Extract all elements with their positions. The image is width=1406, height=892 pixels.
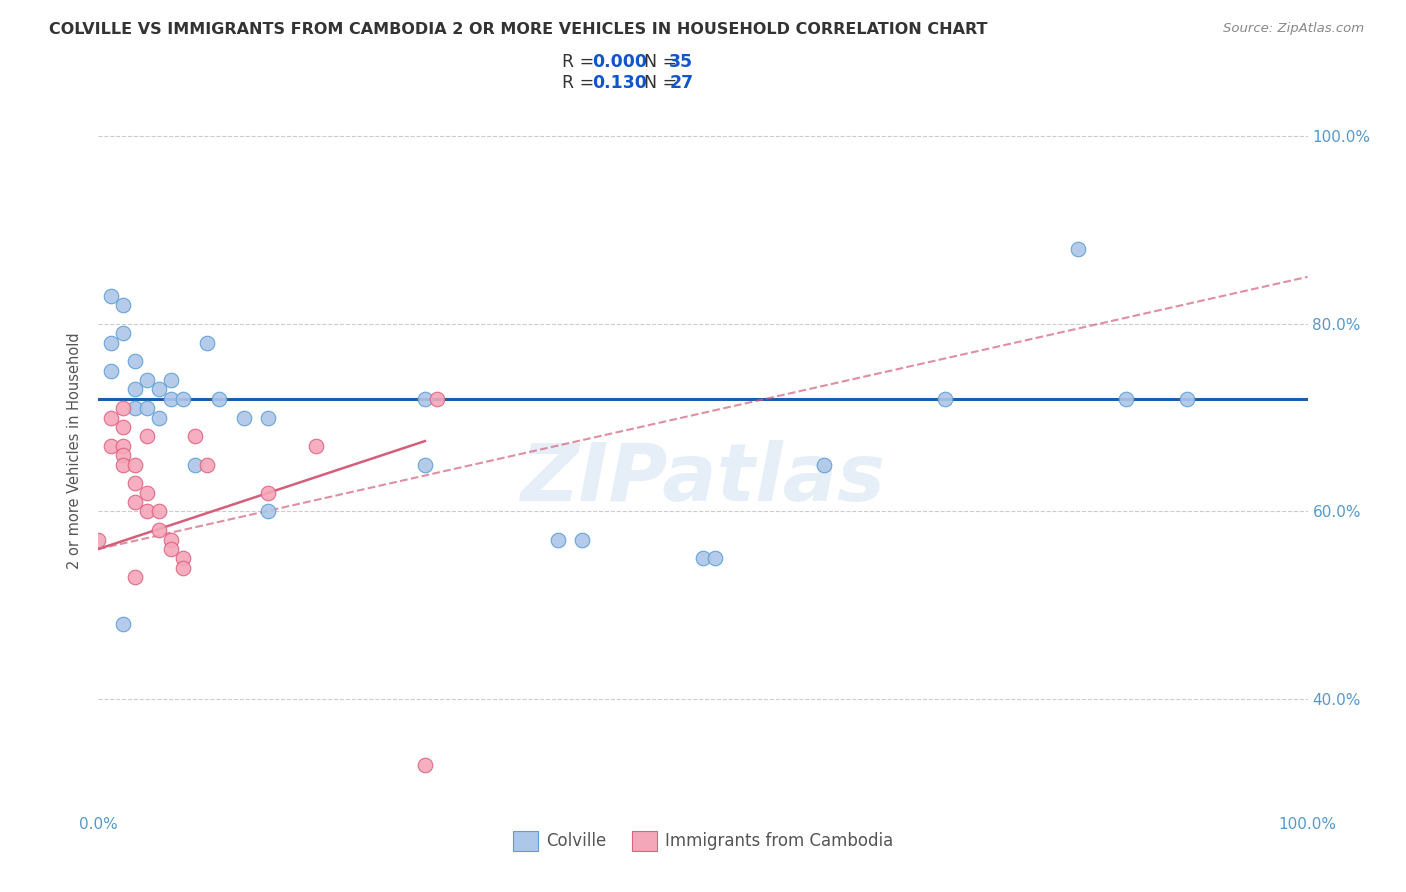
Point bbox=[148, 410, 170, 425]
Point bbox=[160, 533, 183, 547]
Text: N =: N = bbox=[644, 74, 683, 92]
Point bbox=[111, 458, 134, 472]
Point bbox=[172, 392, 194, 406]
Point bbox=[571, 533, 593, 547]
Point bbox=[111, 401, 134, 416]
Legend: Colville, Immigrants from Cambodia: Colville, Immigrants from Cambodia bbox=[506, 824, 900, 857]
Point bbox=[124, 401, 146, 416]
Point bbox=[1067, 242, 1090, 256]
Text: R =: R = bbox=[562, 54, 600, 71]
Point bbox=[111, 326, 134, 341]
Point bbox=[111, 617, 134, 632]
Point bbox=[1115, 392, 1137, 406]
Point bbox=[100, 288, 122, 302]
Text: 0.130: 0.130 bbox=[592, 74, 647, 92]
Text: 27: 27 bbox=[669, 74, 693, 92]
Point bbox=[413, 392, 436, 406]
Point bbox=[934, 392, 956, 406]
Point bbox=[256, 504, 278, 518]
Point bbox=[124, 383, 146, 397]
Text: Source: ZipAtlas.com: Source: ZipAtlas.com bbox=[1223, 22, 1364, 36]
Point bbox=[160, 373, 183, 387]
Point bbox=[124, 495, 146, 509]
Point bbox=[124, 354, 146, 368]
Point bbox=[813, 458, 835, 472]
Point bbox=[135, 373, 157, 387]
Point bbox=[256, 410, 278, 425]
Point bbox=[413, 458, 436, 472]
Point bbox=[135, 504, 157, 518]
Point bbox=[111, 448, 134, 462]
Point bbox=[704, 551, 727, 566]
Point bbox=[160, 392, 183, 406]
Point bbox=[111, 439, 134, 453]
Point bbox=[87, 533, 110, 547]
Text: 35: 35 bbox=[669, 54, 693, 71]
Text: ZIPatlas: ZIPatlas bbox=[520, 441, 886, 518]
Point bbox=[208, 392, 231, 406]
Point bbox=[413, 757, 436, 772]
Point bbox=[305, 439, 328, 453]
Point bbox=[195, 335, 218, 350]
Point bbox=[195, 458, 218, 472]
Point bbox=[124, 570, 146, 584]
Point bbox=[426, 392, 449, 406]
Point bbox=[692, 551, 714, 566]
Point bbox=[100, 364, 122, 378]
Text: COLVILLE VS IMMIGRANTS FROM CAMBODIA 2 OR MORE VEHICLES IN HOUSEHOLD CORRELATION: COLVILLE VS IMMIGRANTS FROM CAMBODIA 2 O… bbox=[49, 22, 987, 37]
Point bbox=[172, 560, 194, 574]
Point bbox=[160, 541, 183, 556]
Point bbox=[111, 298, 134, 312]
Point bbox=[184, 458, 207, 472]
Point bbox=[148, 383, 170, 397]
Text: R =: R = bbox=[562, 74, 606, 92]
Point bbox=[111, 420, 134, 434]
Point bbox=[135, 429, 157, 443]
Point bbox=[100, 439, 122, 453]
Point bbox=[232, 410, 254, 425]
Point bbox=[100, 410, 122, 425]
Point bbox=[184, 429, 207, 443]
Point bbox=[148, 504, 170, 518]
Text: 0.000: 0.000 bbox=[592, 54, 647, 71]
Point bbox=[135, 485, 157, 500]
Point bbox=[100, 335, 122, 350]
Point bbox=[1175, 392, 1198, 406]
Point bbox=[124, 476, 146, 491]
Y-axis label: 2 or more Vehicles in Household: 2 or more Vehicles in Household bbox=[67, 332, 83, 569]
Point bbox=[148, 523, 170, 537]
Point bbox=[124, 458, 146, 472]
Point bbox=[547, 533, 569, 547]
Point bbox=[256, 485, 278, 500]
Point bbox=[135, 401, 157, 416]
Text: N =: N = bbox=[644, 54, 683, 71]
Point bbox=[172, 551, 194, 566]
